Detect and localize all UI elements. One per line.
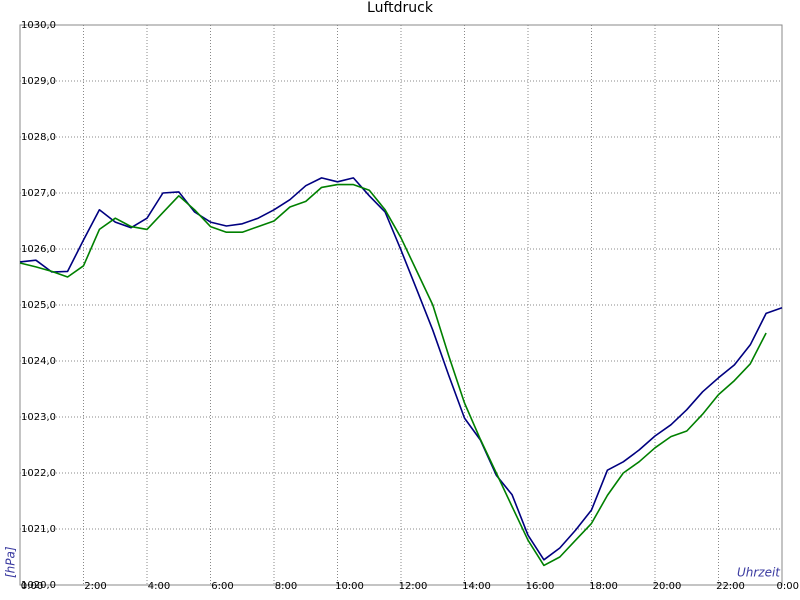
x-tick-label: 2:00 [84, 581, 106, 592]
x-tick-label: 22:00 [716, 581, 745, 592]
x-tick-label: 10:00 [335, 581, 364, 592]
x-tick-label: 0:00 [21, 581, 43, 592]
y-axis-label: [hPa] [4, 546, 18, 578]
x-tick-label: 8:00 [275, 581, 297, 592]
x-tick-label: 4:00 [148, 581, 170, 592]
x-tick-label: 16:00 [526, 581, 555, 592]
chart-title: Luftdruck [367, 0, 434, 16]
x-tick-label: 18:00 [589, 581, 618, 592]
y-tick-label: 1026,0 [21, 244, 56, 255]
y-tick-label: 1020,0 [21, 580, 56, 591]
y-tick-label: 1025,0 [21, 300, 56, 311]
x-axis-label: Uhrzeit [737, 566, 781, 580]
y-tick-label: 1023,0 [21, 412, 56, 423]
x-tick-label: 12:00 [399, 581, 428, 592]
data-line [19, 177, 783, 561]
x-tick-label: 20:00 [653, 581, 682, 592]
x-tick-label: 0:00 [777, 581, 799, 592]
y-tick-label: 1027,0 [21, 188, 56, 199]
x-tick-label: 14:00 [462, 581, 491, 592]
y-tick-label: 1030,0 [21, 20, 56, 31]
data-line [19, 183, 767, 567]
y-tick-label: 1024,0 [21, 356, 56, 367]
y-tick-label: 1022,0 [21, 468, 56, 479]
y-tick-label: 1029,0 [21, 76, 56, 87]
y-tick-label: 1028,0 [21, 132, 56, 143]
y-tick-label: 1021,0 [21, 524, 56, 535]
x-tick-label: 6:00 [211, 581, 233, 592]
